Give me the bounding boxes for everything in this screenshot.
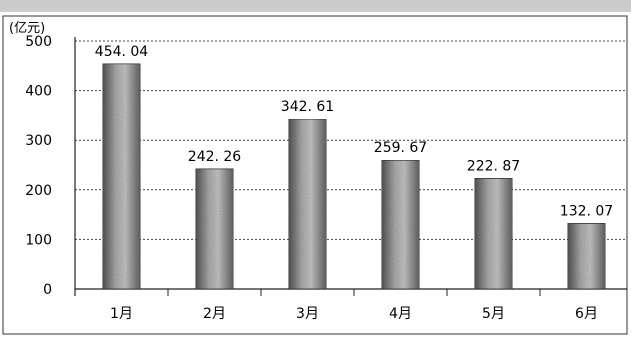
x-tick-label: 1月 (110, 306, 133, 322)
axes (74, 37, 627, 296)
data-labels: 454. 04 242. 26 342. 61 259. 67 222. 87 132. … (95, 44, 613, 220)
data-label: 132. 07 (560, 203, 613, 219)
data-label: 242. 26 (188, 149, 242, 165)
top-band (0, 0, 631, 12)
data-label: 342. 61 (281, 99, 334, 115)
x-tick-label: 5月 (482, 306, 505, 322)
bar-5 (474, 178, 513, 290)
x-tick-label: 6月 (575, 306, 598, 322)
y-tick-label: 200 (25, 183, 52, 199)
gridlines (75, 40, 627, 240)
data-label: 259. 67 (374, 140, 427, 156)
y-tick-label: 500 (25, 34, 52, 50)
bar-3 (288, 118, 327, 290)
data-label: 454. 04 (95, 44, 149, 60)
y-tick-label: 400 (25, 84, 52, 100)
data-label: 222. 87 (467, 158, 520, 174)
bar-4 (381, 159, 420, 290)
x-tick-label: 3月 (296, 306, 319, 322)
bar-6 (567, 223, 606, 290)
bar-2 (195, 168, 234, 290)
bars (102, 63, 606, 290)
y-tick-label: 100 (25, 232, 52, 248)
unit-label: (亿元) (9, 21, 45, 36)
x-tick-label: 2月 (203, 306, 226, 322)
bar-1 (102, 63, 141, 290)
y-tick-label: 0 (43, 282, 52, 298)
y-tick-label: 300 (25, 133, 52, 149)
x-tick-labels: 1月 2月 3月 4月 5月 6月 (110, 306, 598, 322)
y-tick-labels: 0 100 200 300 400 500 (25, 34, 52, 298)
x-tick-label: 4月 (389, 306, 412, 322)
